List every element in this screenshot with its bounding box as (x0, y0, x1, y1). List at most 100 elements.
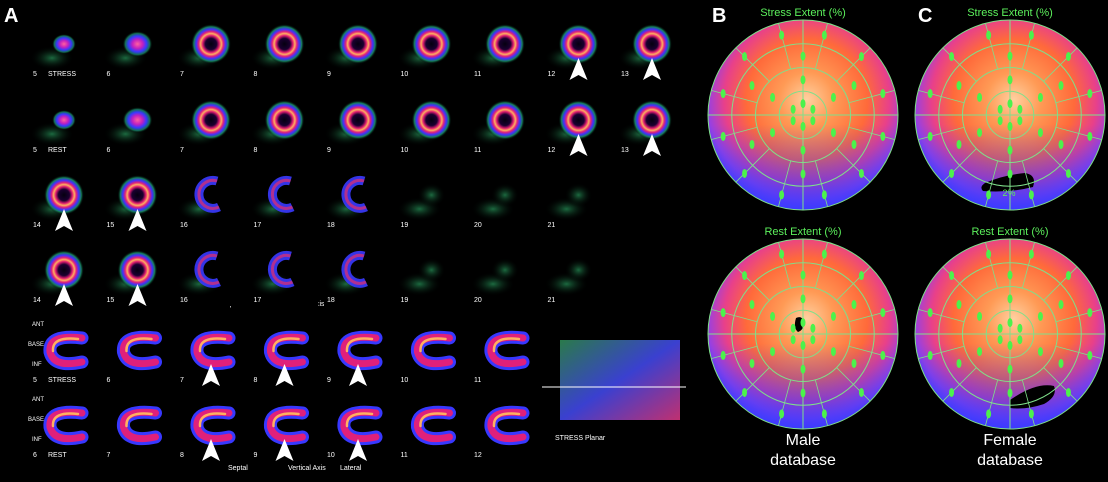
myocardium (52, 110, 76, 130)
myocardium-hot (419, 412, 447, 428)
slice-tile: 9 (324, 12, 392, 80)
segment-marker (800, 340, 806, 350)
segment-marker (858, 271, 864, 281)
segment-marker (1017, 335, 1023, 345)
polar-grid (918, 126, 965, 140)
slice-tile: 13 (618, 12, 686, 80)
polar-grid (942, 367, 977, 402)
axis-label: Lateral (340, 465, 362, 472)
myocardium-hot (51, 412, 80, 428)
myocardium (632, 24, 672, 64)
orientation-label: INF (32, 437, 42, 443)
slice-number: 11 (474, 147, 481, 154)
polar-grid (942, 47, 977, 82)
slice-tile: 11 (471, 318, 539, 386)
segment-marker (858, 168, 864, 178)
polar-grid (848, 126, 895, 140)
slice-tile: 18 (324, 238, 392, 306)
segment-marker (851, 300, 857, 310)
slice-tile: 20 (471, 238, 539, 306)
segment-marker (851, 139, 857, 149)
background-noise (324, 197, 368, 221)
slice-number: 13 (621, 147, 629, 154)
myocardium (44, 250, 84, 290)
segment-marker (1065, 52, 1071, 62)
myocardium-hot (51, 337, 80, 353)
myocardium-hot (198, 412, 227, 428)
slice-tile: 15 (103, 238, 172, 306)
segment-marker (790, 104, 796, 114)
segment-marker (800, 270, 806, 280)
slice-number: 5 (33, 377, 37, 384)
polar-grid (778, 23, 792, 70)
slice-number: 12 (548, 71, 556, 78)
slice-number: 8 (180, 452, 184, 459)
slice-tile: 13 (618, 88, 686, 156)
polar-grid (985, 379, 999, 426)
myocardium (417, 183, 446, 207)
polar-grid (814, 160, 828, 207)
myocardium (264, 24, 305, 64)
axis-label: Septal (228, 465, 248, 472)
tile-bg (30, 318, 98, 386)
myocardium (122, 31, 153, 57)
myocardium-core (344, 178, 367, 210)
segment-marker (851, 81, 857, 91)
polar-grid (1021, 160, 1035, 207)
polar-title: Rest Extent (%) (971, 226, 1048, 238)
slice-number: 8 (254, 147, 258, 154)
segment-marker (1028, 409, 1034, 419)
segment-marker (1087, 89, 1093, 99)
caption: database (770, 452, 836, 469)
segment-marker (800, 121, 806, 131)
segment-marker (880, 89, 886, 99)
background-noise (324, 272, 368, 296)
slice-tile: 14 (30, 238, 98, 306)
segment-marker (851, 358, 857, 368)
segment-marker (1007, 169, 1013, 179)
slice-number: 10 (401, 147, 409, 154)
polar-grid (778, 379, 792, 426)
segment-marker (821, 30, 827, 40)
slice-number: 12 (548, 147, 556, 154)
tile-bg (250, 163, 319, 231)
segment-marker (949, 168, 955, 178)
segment-marker (949, 52, 955, 62)
polar-grid (814, 242, 828, 289)
segment-marker (1007, 51, 1013, 61)
segment-marker (858, 387, 864, 397)
segment-marker (1058, 300, 1064, 310)
polar-grid (836, 266, 871, 301)
tile-bg (471, 393, 539, 461)
segment-marker (1058, 81, 1064, 91)
polar-map: Rest Extent (%) (707, 226, 899, 430)
polar-map: Stress Extent (%) 2% (914, 7, 1106, 211)
segment-marker (770, 311, 776, 321)
segment-marker (749, 81, 755, 91)
tile-bg (397, 318, 466, 386)
slice-number: 16 (180, 222, 188, 229)
segment-marker (742, 271, 748, 281)
segment-marker (800, 294, 806, 304)
segment-marker (927, 350, 933, 360)
segment-marker (956, 139, 962, 149)
arrowhead (643, 58, 661, 80)
tile-bg (471, 318, 539, 386)
myocardium (558, 24, 599, 64)
row-label: REST (48, 452, 67, 459)
segment-marker (1017, 323, 1023, 333)
polar-grid (848, 90, 895, 104)
segment-marker (880, 350, 886, 360)
background-noise (250, 197, 295, 221)
segment-marker (790, 323, 796, 333)
segment-marker (800, 169, 806, 179)
segment-marker (956, 358, 962, 368)
arrowhead (202, 364, 220, 386)
planar-image (560, 340, 680, 420)
slice-number: 9 (327, 71, 331, 78)
slice-tile: 8 (250, 12, 319, 80)
slice-tile: 8 (250, 88, 319, 156)
segment-marker (997, 323, 1003, 333)
segment-marker (790, 335, 796, 345)
